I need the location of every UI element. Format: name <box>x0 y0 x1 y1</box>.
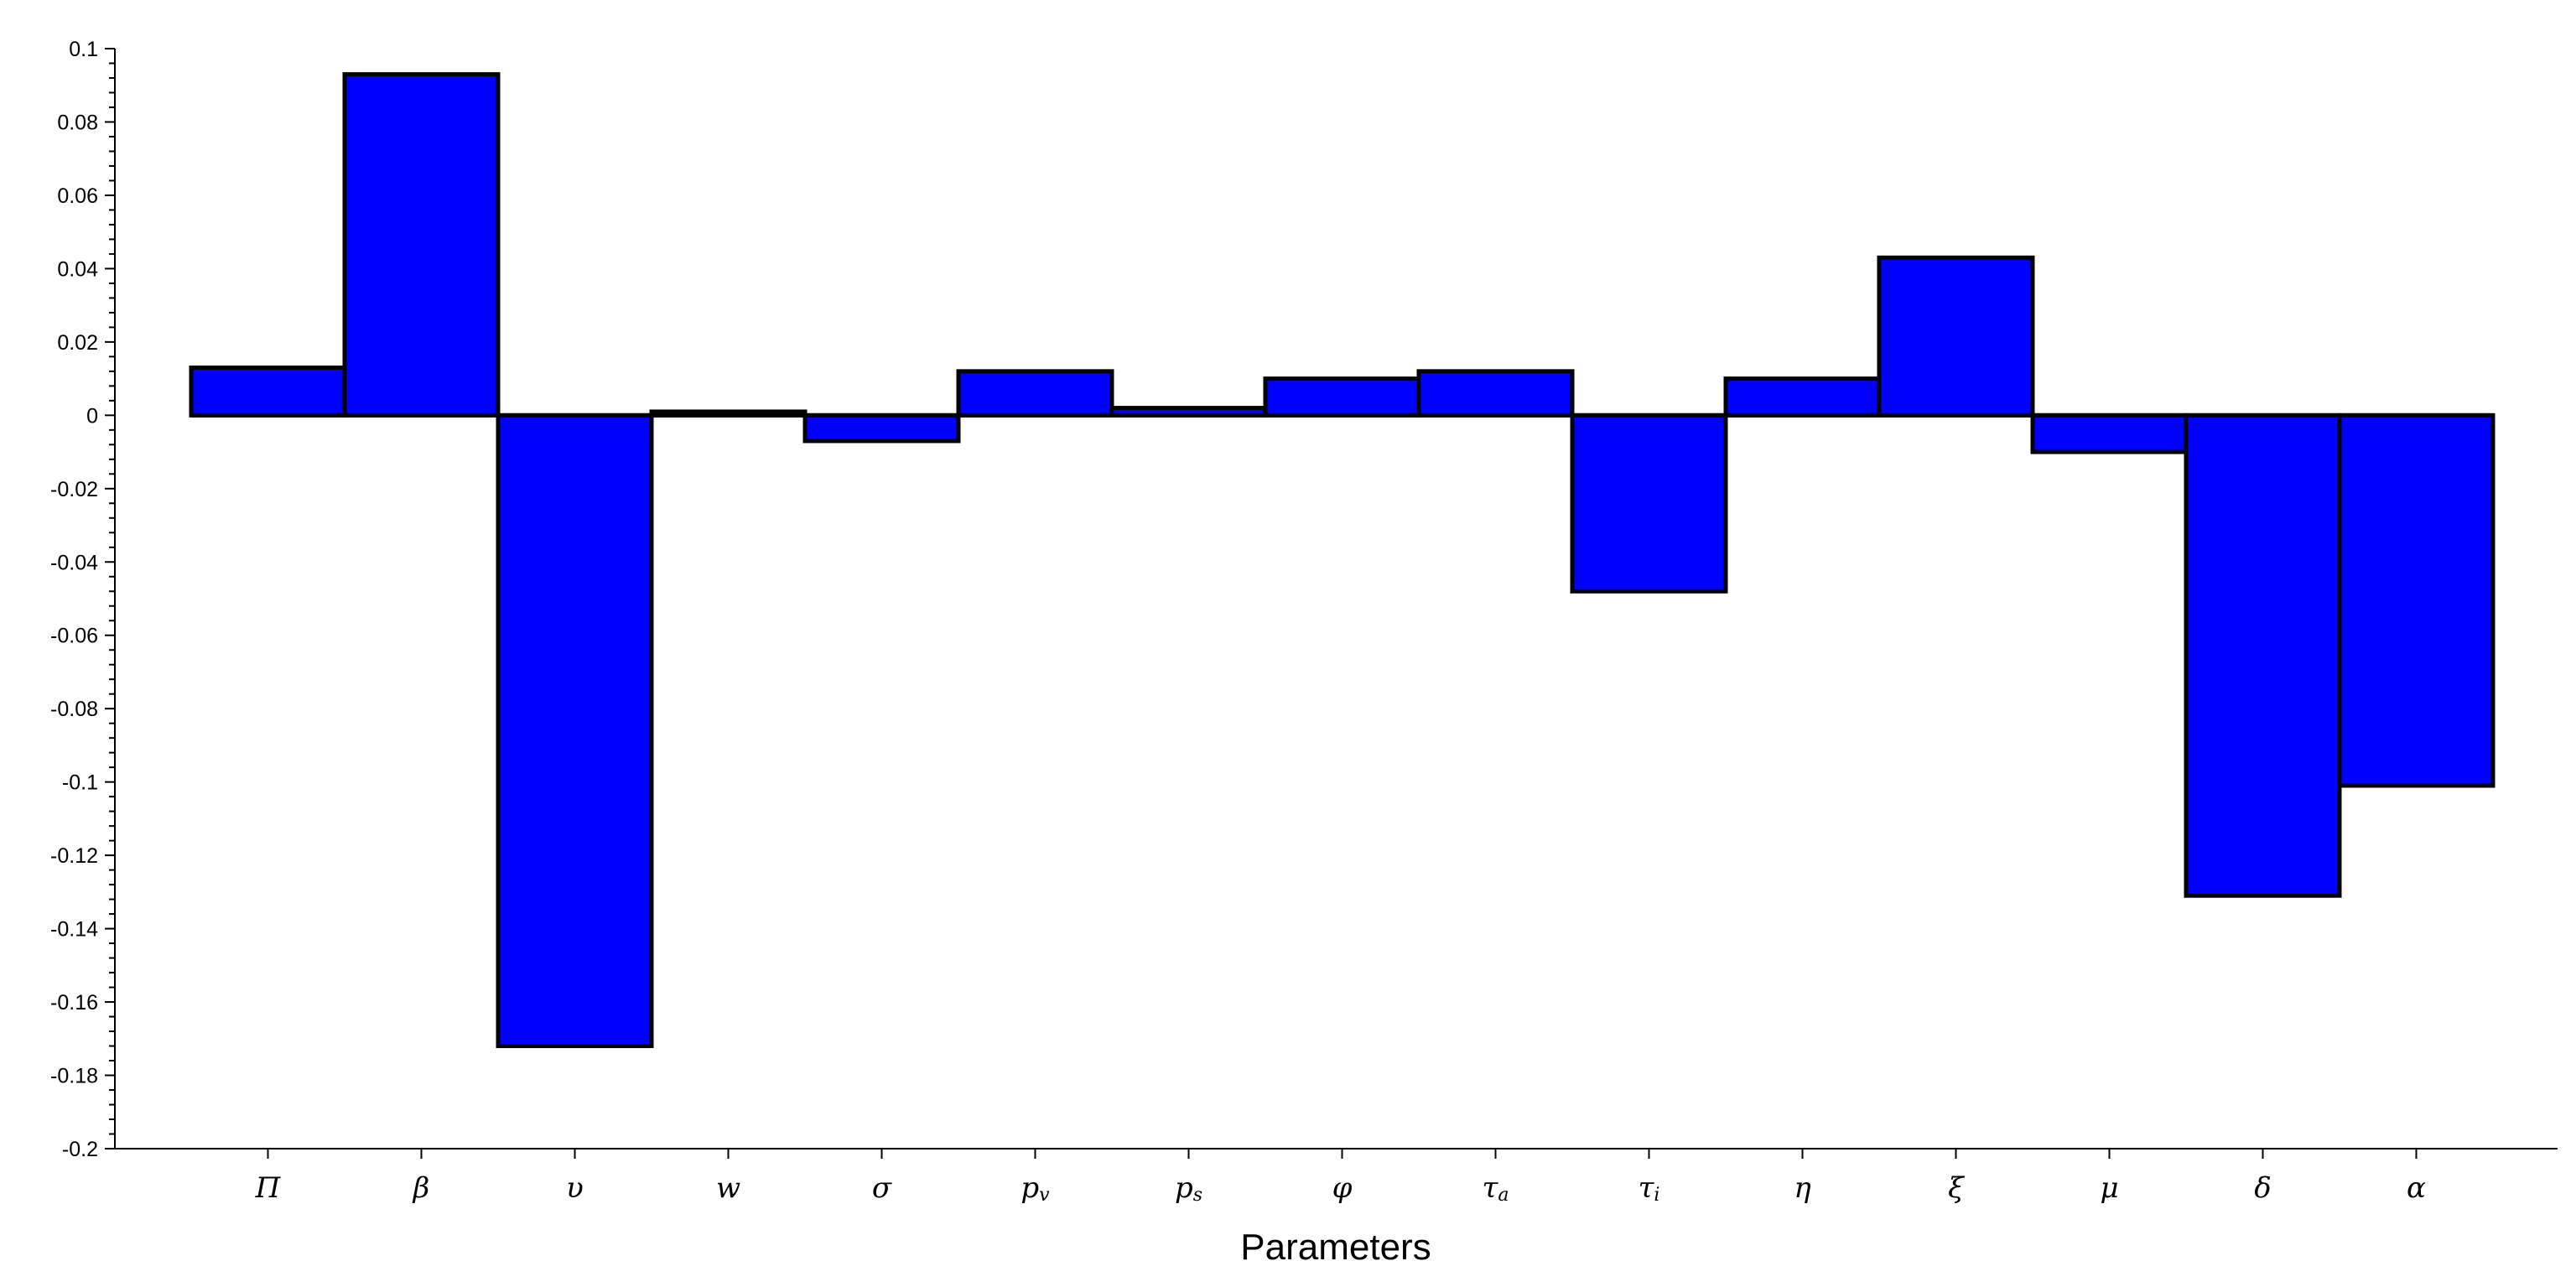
y-tick-label: -0.12 <box>50 844 98 868</box>
x-tick-label: υ <box>566 1171 584 1205</box>
y-tick-label: -0.14 <box>50 918 98 942</box>
y-tick-label: -0.06 <box>50 625 98 648</box>
bar-7 <box>1263 376 1421 418</box>
bar-13 <box>2184 413 2342 898</box>
x-tick-label: pv <box>1021 1171 1050 1206</box>
bar-14 <box>2337 413 2496 788</box>
x-tick-label: μ <box>2100 1171 2118 1205</box>
y-tick-label: -0.08 <box>50 698 98 721</box>
x-tick-label: β <box>412 1171 430 1205</box>
x-tick-label: τi <box>1639 1171 1660 1206</box>
y-tick-label: -0.16 <box>50 991 98 1015</box>
x-tick-label: η <box>1794 1171 1811 1205</box>
x-tick-label: τa <box>1483 1171 1509 1206</box>
y-tick-label: -0.18 <box>50 1065 98 1088</box>
y-axis-ticks: 0.1 0.08 0.06 0.04 0.02 0 -0.02 -0.04 -0.06 -0.08… <box>50 38 115 1161</box>
x-axis-label: Parameters <box>1240 1227 1431 1268</box>
bar-5 <box>956 369 1114 418</box>
x-tick-label: δ <box>2254 1171 2271 1205</box>
bars-group <box>189 72 2496 1049</box>
x-tick-label: w <box>716 1171 740 1205</box>
y-tick-label: -0.04 <box>50 551 98 574</box>
bar-10 <box>1723 376 1882 418</box>
y-tick-label: 0.08 <box>57 111 98 134</box>
x-tick-label: φ <box>1332 1171 1353 1205</box>
bar-1 <box>342 72 501 418</box>
y-tick-label: -0.02 <box>50 478 98 501</box>
x-tick-label: σ <box>872 1171 892 1205</box>
x-tick-label: ps <box>1175 1171 1202 1206</box>
bar-9 <box>1570 413 1728 594</box>
y-tick-label: 0 <box>86 404 98 428</box>
bar-0 <box>189 365 347 418</box>
y-tick-label: 0.1 <box>69 38 98 61</box>
y-tick-label: 0.02 <box>57 331 98 355</box>
y-tick-label: -0.1 <box>62 771 98 795</box>
axes-group <box>114 49 2558 1149</box>
x-tick-label: Π <box>255 1171 282 1205</box>
bar-11 <box>1877 255 2035 418</box>
bar-2 <box>496 413 654 1049</box>
y-tick-label: -0.2 <box>62 1138 98 1161</box>
x-tick-label: α <box>2407 1171 2426 1205</box>
bar-8 <box>1416 369 1575 418</box>
bar-12 <box>2030 413 2189 454</box>
y-tick-label: 0.06 <box>57 184 98 208</box>
x-tick-label: ξ <box>1948 1171 1966 1205</box>
bar-4 <box>802 413 961 444</box>
y-tick-label: 0.04 <box>57 257 98 281</box>
